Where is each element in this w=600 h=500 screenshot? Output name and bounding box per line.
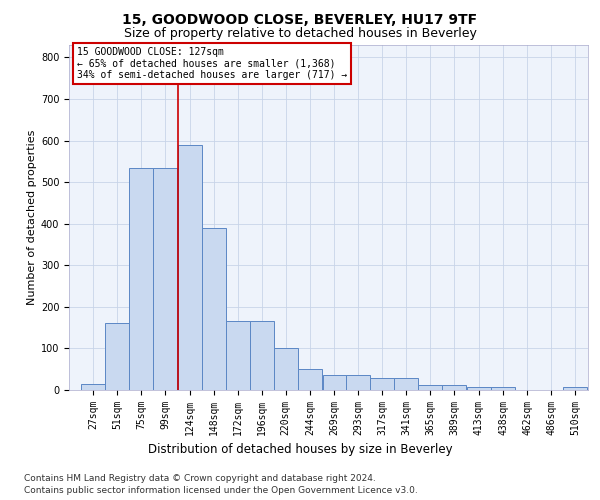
Bar	[298, 369, 322, 390]
Text: Contains public sector information licensed under the Open Government Licence v3: Contains public sector information licen…	[24, 486, 418, 495]
Text: Contains HM Land Registry data © Crown copyright and database right 2024.: Contains HM Land Registry data © Crown c…	[24, 474, 376, 483]
Bar	[370, 378, 394, 390]
Bar	[226, 322, 250, 390]
Bar	[394, 378, 418, 390]
Bar	[274, 348, 298, 390]
Bar	[467, 387, 491, 390]
Text: Size of property relative to detached houses in Beverley: Size of property relative to detached ho…	[124, 28, 476, 40]
Bar	[418, 385, 442, 390]
Bar	[178, 145, 202, 390]
Text: 15 GOODWOOD CLOSE: 127sqm
← 65% of detached houses are smaller (1,368)
34% of se: 15 GOODWOOD CLOSE: 127sqm ← 65% of detac…	[77, 46, 347, 80]
Bar	[250, 322, 274, 390]
Bar	[563, 387, 587, 390]
Text: 15, GOODWOOD CLOSE, BEVERLEY, HU17 9TF: 15, GOODWOOD CLOSE, BEVERLEY, HU17 9TF	[122, 12, 478, 26]
Bar	[154, 168, 177, 390]
Bar	[491, 387, 515, 390]
Bar	[129, 168, 153, 390]
Bar	[202, 228, 226, 390]
Text: Distribution of detached houses by size in Beverley: Distribution of detached houses by size …	[148, 442, 452, 456]
Y-axis label: Number of detached properties: Number of detached properties	[26, 130, 37, 305]
Bar	[81, 384, 105, 390]
Bar	[323, 374, 346, 390]
Bar	[442, 385, 466, 390]
Bar	[346, 374, 370, 390]
Bar	[105, 324, 129, 390]
